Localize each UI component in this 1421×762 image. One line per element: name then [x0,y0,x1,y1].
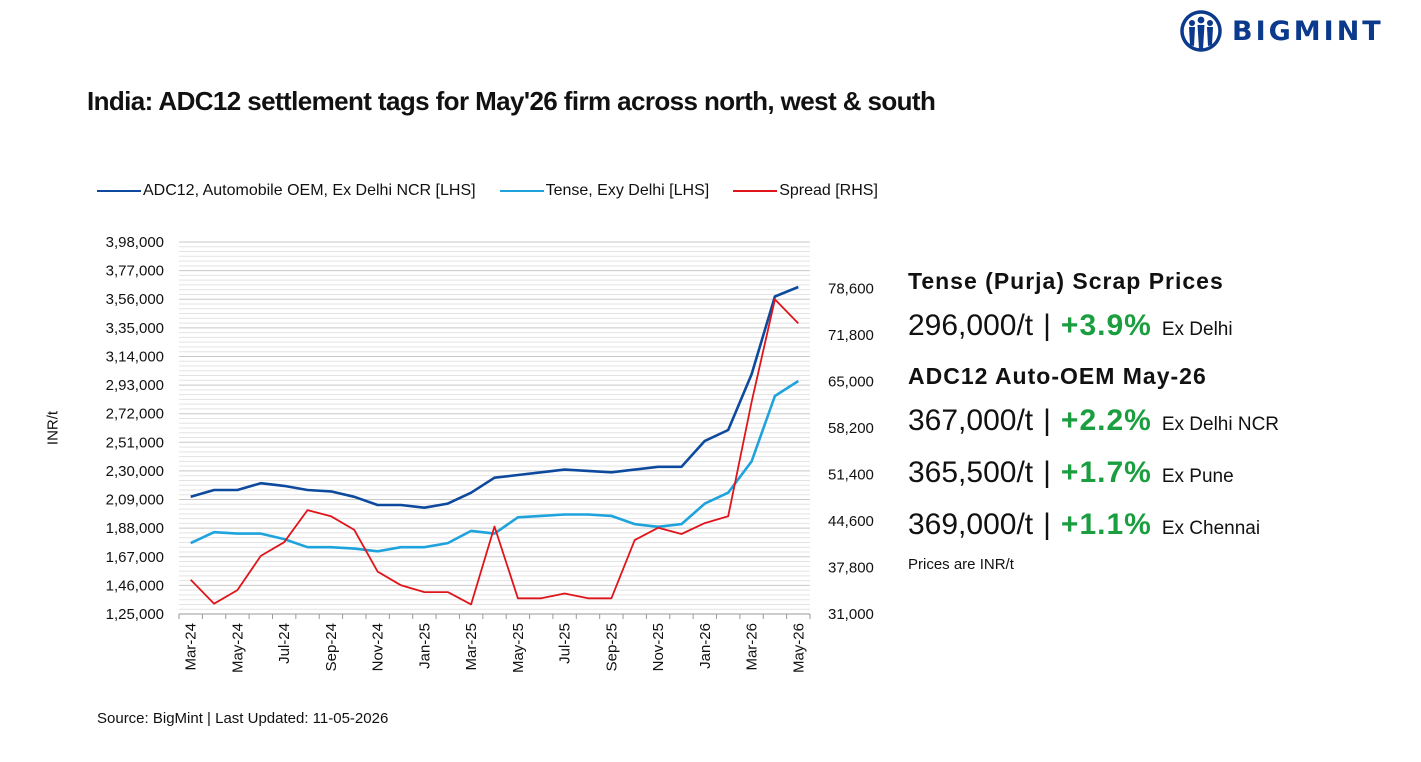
y-left-tick-label: 2,72,000 [106,406,164,423]
y-left-tick-label: 1,46,000 [106,577,164,594]
y-left-tick-label: 1,67,000 [106,549,164,566]
y-right-tick-label: 37,800 [828,560,874,577]
price-value: 367,000/t [908,404,1034,437]
price-value: 296,000/t [908,309,1034,342]
y-right-tick-label: 78,600 [828,281,874,298]
brand-logo: BIGMINT [1178,8,1384,54]
legend-swatch-tense [499,190,544,192]
y-left-tick-label: 2,30,000 [106,463,164,480]
x-tick-label: Mar-25 [463,623,480,671]
x-tick-label: Mar-24 [183,623,200,671]
price-panel: Tense (Purja) Scrap Prices 296,000/t | +… [908,268,1279,573]
legend-item-adc12: ADC12, Automobile OEM, Ex Delhi NCR [LHS… [97,182,476,200]
legend-swatch-spread [733,190,778,192]
line-chart: 1,25,000 1,46,000 1,67,000 1,88,000 2,09,000… [106,234,874,673]
y-left-tick-label: 3,35,000 [106,320,164,337]
y-left-tick-label: 2,93,000 [106,377,164,394]
price-row-adc12-chennai: 369,000/t | +1.1% Ex Chennai [908,508,1279,542]
bigmint-logo-icon [1180,10,1222,52]
price-change: +2.2% [1060,404,1152,437]
price-location: Ex Delhi [1161,319,1233,340]
brand-name: BIGMINT [1232,15,1384,47]
x-tick-label: May-25 [510,623,527,673]
y-left-tick-label: 3,14,000 [106,348,164,365]
price-value: 365,500/t [908,456,1034,489]
series-line-1 [190,379,800,553]
x-tick-label: Nov-25 [650,623,667,671]
price-change: +3.9% [1060,309,1152,342]
legend-label-spread: Spread [RHS] [779,182,878,199]
y-left-tick-label: 3,77,000 [106,263,164,280]
chart-title: India: ADC12 settlement tags for May'26 … [87,86,936,116]
y-left-tick-label: 3,56,000 [106,291,164,308]
price-change: +1.1% [1060,508,1152,541]
y-right-tick-label: 71,800 [828,327,874,344]
price-value: 369,000/t [908,508,1034,541]
price-separator: | [1043,456,1051,489]
panel-heading-tense: Tense (Purja) Scrap Prices [908,268,1224,294]
x-tick-label: Sep-24 [323,623,340,671]
x-tick-label: Jul-24 [276,623,293,664]
y-left-tick-label: 2,51,000 [106,434,164,451]
price-location: Ex Pune [1161,466,1234,487]
price-separator: | [1043,508,1051,541]
x-tick-label: Jul-25 [557,623,574,664]
legend-label-tense: Tense, Exy Delhi [LHS] [545,182,710,199]
panel-heading-adc12: ADC12 Auto-OEM May-26 [908,363,1207,389]
x-tick-label: May-26 [790,623,807,673]
x-tick-label: Jan-25 [416,623,433,669]
y-right-tick-label: 65,000 [828,374,874,391]
legend-label-adc12: ADC12, Automobile OEM, Ex Delhi NCR [LHS… [143,182,476,199]
x-tick-label: Sep-25 [603,623,620,671]
y-left-tick-label: 3,98,000 [106,234,164,251]
y-right-tick-label: 58,200 [828,420,874,437]
x-tick-label: Jan-26 [697,623,714,669]
price-row-adc12-pune: 365,500/t | +1.7% Ex Pune [908,456,1279,490]
price-location: Ex Delhi NCR [1161,414,1280,435]
legend-item-tense: Tense, Exy Delhi [LHS] [499,182,710,200]
price-separator: | [1043,404,1051,437]
y-right-tick-label: 51,400 [828,467,874,484]
x-tick-label: May-24 [229,623,246,673]
price-row-adc12-delhi: 367,000/t | +2.2% Ex Delhi NCR [908,404,1279,438]
y-left-tick-label: 2,09,000 [106,492,164,509]
price-separator: | [1043,309,1051,342]
source-note: Source: BigMint | Last Updated: 11-05-20… [97,710,389,727]
price-row-tense-delhi: 296,000/t | +3.9% Ex Delhi [908,309,1279,343]
legend-item-spread: Spread [RHS] [733,182,878,200]
price-location: Ex Chennai [1161,518,1261,539]
price-change: +1.7% [1060,456,1152,489]
price-unit-note: Prices are INR/t [908,556,1014,573]
series-line-0 [190,285,799,510]
y-right-tick-label: 31,000 [828,606,874,623]
series-line-2 [190,298,799,606]
y-left-tick-label: 1,88,000 [106,520,164,537]
x-tick-label: Mar-26 [744,623,761,671]
y-left-tick-label: 1,25,000 [106,606,164,623]
x-tick-label: Nov-24 [370,623,387,671]
chart-legend: ADC12, Automobile OEM, Ex Delhi NCR [LHS… [97,182,902,200]
legend-swatch-adc12 [97,190,141,192]
y-right-tick-label: 44,600 [828,513,874,530]
